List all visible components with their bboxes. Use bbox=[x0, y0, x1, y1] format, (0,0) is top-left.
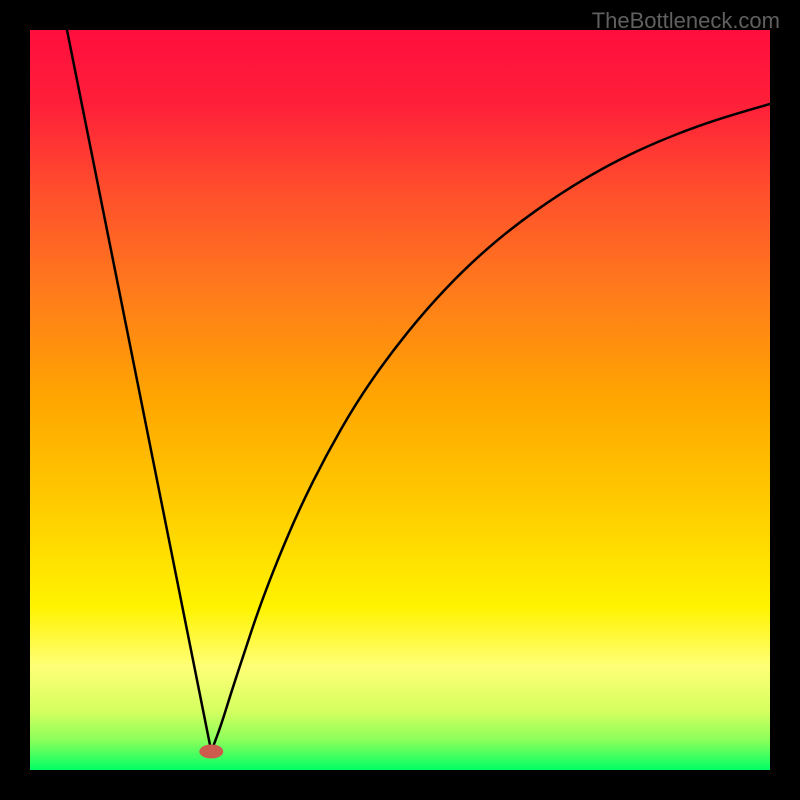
chart-svg bbox=[30, 30, 770, 770]
bottleneck-chart bbox=[30, 30, 770, 770]
optimal-marker bbox=[199, 745, 223, 759]
watermark-text: TheBottleneck.com bbox=[592, 8, 780, 34]
